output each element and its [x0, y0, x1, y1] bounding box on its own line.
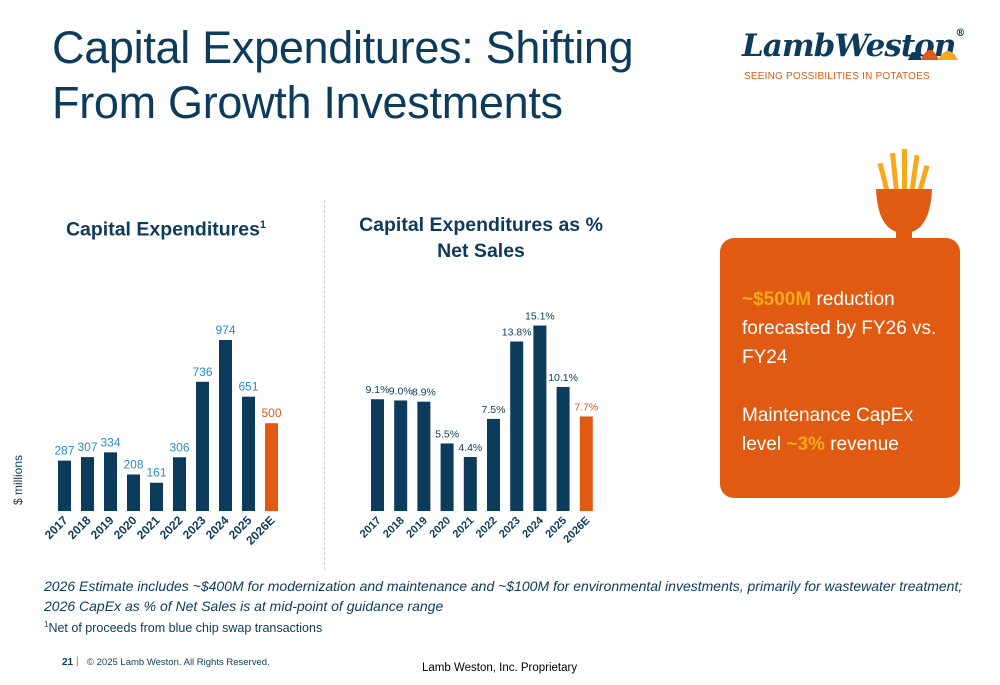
capex-bar-2021	[150, 482, 163, 511]
capex-tick-label: 2022	[157, 513, 186, 542]
capex-pct-bar-chart: 9.1% 2017 9.0% 2018 8.9% 2019 5.5% 2020 4.4% 2021…	[358, 311, 598, 546]
capex-value-label: 500	[261, 406, 281, 420]
pct-value-label: 8.9%	[412, 387, 436, 399]
pct-tick-label: 2024	[520, 514, 546, 540]
capex-bar-2024	[219, 339, 232, 511]
chart-divider	[324, 200, 325, 570]
capex-value-label: 736	[192, 365, 212, 379]
capex-tick-label: 2019	[88, 513, 117, 542]
pct-bar-2018	[394, 400, 408, 511]
page-title: Capital Expenditures: Shifting From Grow…	[52, 22, 634, 128]
pct-bar-2020	[440, 443, 454, 511]
capex-bar-2019	[104, 452, 117, 511]
potato-bumps-icon	[908, 50, 958, 60]
pct-value-label: 7.5%	[482, 404, 506, 416]
lamb-weston-logo: LambWeston® SEEING POSSIBILITIES IN POTA…	[742, 28, 965, 88]
pct-bar-2017	[371, 399, 384, 511]
capex-bar-2017	[58, 460, 71, 511]
callout-box	[720, 238, 960, 498]
capex-chart-title: Capital Expenditures1	[65, 218, 267, 241]
callout-highlight-amount: ~$500M	[742, 289, 812, 310]
registered-mark: ®	[955, 28, 965, 39]
pct-value-label: 9.0%	[389, 385, 413, 397]
capex-value-label: 307	[77, 440, 97, 454]
capex-tick-label: 2018	[65, 513, 94, 542]
pct-value-label: 7.7%	[574, 401, 598, 413]
capex-value-label: 974	[215, 323, 235, 337]
pct-bar-2021	[463, 456, 477, 511]
capex-value-label: 161	[146, 466, 166, 480]
capex-bar-2020	[127, 474, 140, 511]
callout-maintenance: Maintenance CapEx level ~3% revenue	[742, 405, 914, 455]
pct-bar-2024	[533, 325, 547, 511]
pct-bar-2023	[510, 341, 524, 511]
callout-text: ~$500M reduction forecasted by FY26 vs. …	[742, 285, 952, 459]
logo-tagline: SEEING POSSIBILITIES IN POTATOES	[744, 71, 930, 82]
capex-pct-chart-title: Capital Expenditures as % Net Sales	[359, 214, 603, 262]
estimate-note: 2026 Estimate includes ~$400M for modern…	[44, 578, 963, 614]
y-axis-label: $ millions	[11, 454, 25, 505]
pct-tick-label: 2026E	[561, 515, 592, 546]
capex-bar-2026E	[265, 423, 278, 511]
proprietary-notice: Lamb Weston, Inc. Proprietary	[422, 662, 578, 674]
capex-tick-label: 2021	[134, 513, 163, 542]
pct-tick-label: 2019	[404, 515, 430, 541]
pct-tick-label: 2022	[474, 515, 500, 541]
footer-separator: |	[76, 656, 79, 667]
capex-value-label: 287	[54, 444, 74, 458]
pct-tick-label: 2017	[358, 515, 384, 541]
pct-tick-label: 2023	[497, 515, 523, 541]
footnote-marker: 1	[259, 219, 267, 231]
capex-bar-2018	[81, 457, 94, 511]
pct-tick-label: 2020	[427, 515, 453, 541]
capex-tick-label: 2023	[180, 513, 209, 542]
capex-value-label: 208	[123, 457, 143, 471]
pct-bar-2025	[556, 386, 570, 511]
pct-value-label: 4.4%	[458, 442, 482, 454]
page-number: 21	[62, 657, 74, 668]
copyright: © 2025 Lamb Weston. All Rights Reserved.	[87, 657, 270, 668]
capex-bar-2023	[196, 381, 209, 511]
footnote-number: 1	[44, 620, 49, 629]
callout-reduction: ~$500M reduction forecasted by FY26 vs. …	[742, 289, 937, 368]
pct-tick-label: 2021	[451, 515, 477, 541]
footnote: 1Net of proceeds from blue chip swap tra…	[44, 620, 323, 636]
pct-value-label: 15.1%	[525, 311, 555, 323]
capex-bar-chart: 287 2017 307 2018 334 2019 208 2020 161 2021 306 20…	[42, 323, 282, 548]
pct-bar-2022	[487, 418, 500, 511]
pct-value-label: 9.1%	[366, 384, 390, 396]
capex-value-label: 334	[100, 435, 120, 449]
capex-value-label: 651	[238, 380, 258, 394]
capex-bar-2022	[173, 457, 186, 511]
pct-value-label: 10.1%	[548, 372, 578, 384]
pct-value-label: 5.5%	[435, 428, 459, 440]
capex-tick-label: 2024	[203, 513, 232, 542]
capex-tick-label: 2017	[42, 513, 71, 542]
pct-bar-2019	[417, 401, 431, 511]
capex-bar-2025	[242, 396, 255, 511]
fries-icon	[876, 149, 932, 239]
pct-value-label: 13.8%	[502, 327, 532, 339]
capex-value-label: 306	[169, 440, 189, 454]
pct-tick-label: 2018	[381, 515, 407, 541]
capex-tick-label: 2020	[111, 513, 140, 542]
callout-highlight-pct: ~3%	[786, 434, 825, 455]
pct-bar-2026E	[579, 416, 593, 511]
